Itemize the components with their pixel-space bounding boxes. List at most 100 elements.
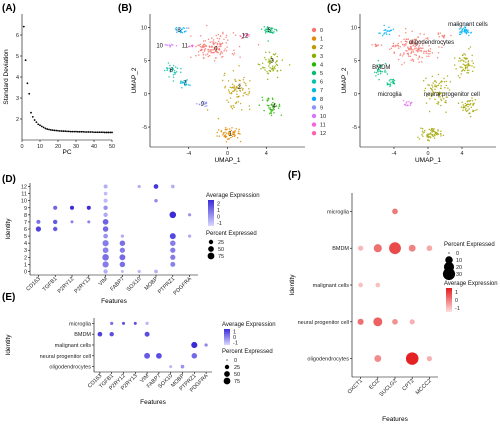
cell-point [237,132,239,135]
cell-point [243,32,245,35]
dot [103,269,108,274]
cell-point [238,85,241,87]
cell-point [264,66,266,69]
y-tick-label: 2 [16,117,19,123]
cell-point [408,49,410,51]
cell-point [236,93,238,95]
legend-swatch [311,27,317,33]
cell-point [422,135,424,137]
cluster-label: 2 [237,85,241,91]
cell-point [238,45,241,48]
data-point [87,131,90,133]
cell-point [198,54,200,56]
cell-point [428,50,430,53]
cell-point [468,100,471,102]
cell-point [232,70,235,72]
cell-point [225,132,228,134]
cell-point [175,45,178,47]
cell-point [185,83,188,86]
cell-point [410,102,412,105]
x-tick-label: 0 [426,151,429,157]
cell-point [439,32,442,34]
data-point [57,129,59,132]
cell-point [431,75,434,78]
expression-colorbar [446,288,452,312]
feature-label: OXCT1 [347,378,364,395]
cell-point [464,68,467,70]
cell-point [389,30,391,32]
identity-label: malignant cells [313,283,350,289]
cell-point [413,44,415,46]
legend-swatch [311,88,317,93]
cell-point [270,110,273,112]
cell-point [472,62,475,64]
dot [70,220,74,224]
cell-point [172,76,175,79]
identity-label: oligodendrocytes [307,357,349,363]
cell-point [465,66,467,69]
cell-point [466,69,469,72]
cell-point [464,64,467,67]
cell-point [232,87,235,89]
dot [103,184,108,189]
x-tick-label: 40 [91,144,97,150]
cell-point [203,50,206,52]
dot [102,254,109,261]
cell-point [234,34,237,36]
cell-point [401,55,404,57]
cell-point [179,27,181,29]
cell-point [233,49,235,52]
cell-point [461,70,463,72]
dot [109,332,114,337]
cell-point [225,36,227,39]
expression-legend-tick: 0 [455,298,458,304]
cell-point [239,90,242,92]
cell-point [466,57,468,60]
panel-e-dotplot-cell-types: oligodendrocytes neural progenitor cell ma… [5,318,276,406]
cell-point [409,40,412,43]
cell-point [405,31,407,34]
cell-point [271,29,273,31]
dot [35,226,42,232]
cell-point [220,56,223,58]
data-point [107,131,110,134]
cell-point [377,71,379,73]
cell-point [467,109,469,112]
dot [204,343,208,347]
cell-point [228,90,231,93]
cell-point [163,69,166,72]
cell-point [228,138,231,140]
cell-point [278,103,281,106]
cell-point [273,31,275,33]
cell-point [389,85,391,88]
identity-label: microglia [327,209,350,215]
cell-point [218,48,220,50]
dot [103,198,108,203]
cell-point [239,102,242,105]
cell-point [431,127,433,130]
percent-legend-tick: 50 [234,372,240,378]
expression-legend-tick: 0 [217,214,220,220]
cell-point [464,102,467,105]
data-point [44,127,47,130]
cell-point [424,129,426,132]
legend-entry: 6 [320,80,323,86]
dot [119,240,126,246]
cell-point [377,73,379,76]
cell-point [437,84,440,86]
cell-point [467,31,470,34]
expression-legend-tick: 1 [217,208,220,214]
cell-point [459,60,462,62]
cell-point [266,27,269,29]
cell-point [225,49,228,52]
cell-point [248,108,251,111]
cell-point [244,91,247,94]
data-point [33,119,36,121]
feature-label: VIM [139,373,150,384]
cell-point [181,82,184,84]
cell-point [238,64,240,67]
cell-point [397,42,399,45]
cell-point [375,45,378,47]
cell-point [174,28,177,30]
cell-point [217,117,220,120]
